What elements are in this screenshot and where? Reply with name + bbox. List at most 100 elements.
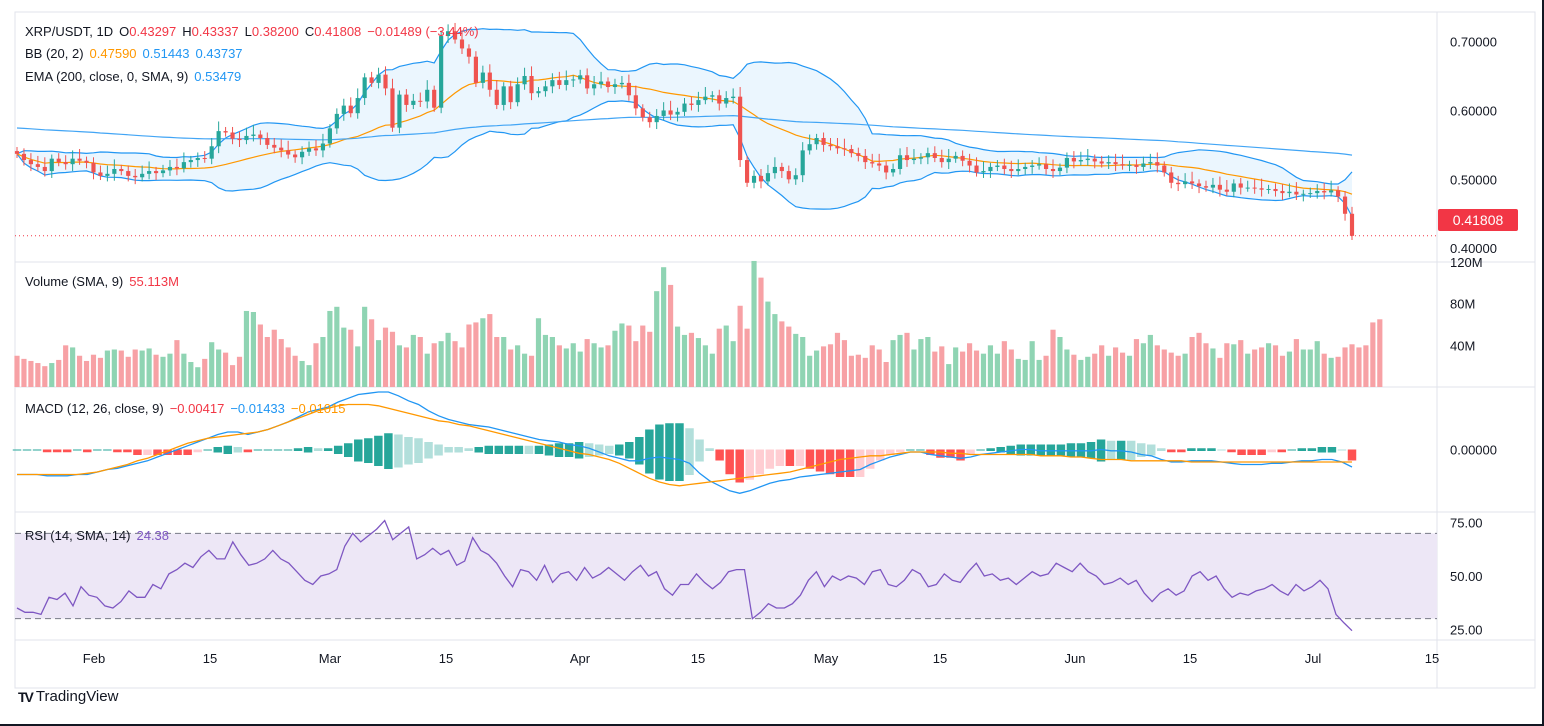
volume-bar bbox=[118, 350, 124, 387]
volume-bar bbox=[925, 337, 931, 387]
legend-rsi[interactable]: RSI (14, SMA, 14) 24.38 bbox=[25, 528, 175, 544]
time-tick-label: 15 bbox=[439, 651, 453, 666]
volume-bar bbox=[779, 321, 785, 387]
volume-bar bbox=[1272, 345, 1279, 387]
close-value: 0.41808 bbox=[314, 24, 362, 39]
legend-macd[interactable]: MACD (12, 26, close, 9) −0.00417 −0.01433−… bbox=[25, 401, 352, 417]
candle-body bbox=[230, 132, 235, 139]
volume-bar bbox=[1203, 343, 1209, 387]
volume-bar bbox=[528, 355, 535, 387]
volume-bar bbox=[1022, 359, 1028, 387]
close-label: C bbox=[304, 24, 315, 39]
volume-bar bbox=[355, 346, 361, 387]
volume-bar bbox=[1001, 341, 1007, 387]
candle-body bbox=[543, 86, 548, 92]
volume-bar bbox=[897, 334, 903, 387]
volume-bar bbox=[1224, 343, 1230, 387]
candle-body bbox=[619, 82, 625, 85]
symbol-label[interactable]: XRP/USDT, 1D bbox=[25, 24, 114, 39]
candle-body bbox=[334, 113, 339, 129]
tradingview-logo[interactable]: TV TradingView bbox=[18, 688, 118, 705]
macd-histogram-bar bbox=[514, 445, 524, 454]
candle-body bbox=[1127, 164, 1132, 166]
time-tick-label: Feb bbox=[83, 651, 105, 666]
volume-bar bbox=[966, 343, 973, 387]
tradingview-logo-icon: TV bbox=[18, 688, 34, 705]
macd-histogram-bar bbox=[72, 449, 82, 451]
candle-body bbox=[494, 89, 499, 105]
volume-bar bbox=[494, 337, 500, 387]
volume-bar bbox=[932, 351, 938, 387]
macd-histogram-bar bbox=[253, 449, 263, 451]
macd-histogram-bar bbox=[22, 449, 32, 451]
volume-bar bbox=[848, 355, 854, 387]
macd-histogram-bar bbox=[163, 449, 172, 455]
volume-bar bbox=[946, 364, 952, 387]
candle-body bbox=[28, 160, 33, 165]
volume-bar bbox=[76, 355, 83, 387]
candle-body bbox=[112, 169, 117, 174]
volume-bar bbox=[382, 327, 389, 387]
legend-bb[interactable]: BB (20, 2) 0.47590 0.51443 0.43737 bbox=[25, 46, 249, 62]
macd-histogram-bar bbox=[584, 443, 594, 457]
time-tick-label: 15 bbox=[1183, 651, 1197, 666]
legend-volume[interactable]: Volume (SMA, 9) 55.113M bbox=[25, 274, 185, 290]
volume-bar bbox=[49, 363, 55, 387]
candle-body bbox=[1120, 164, 1125, 166]
candle-body bbox=[299, 151, 305, 158]
macd-histogram-bar bbox=[745, 449, 754, 480]
candle-body bbox=[1085, 158, 1090, 161]
volume-bar bbox=[619, 323, 625, 387]
volume-bar bbox=[223, 352, 229, 387]
volume-bar bbox=[591, 343, 597, 387]
volume-bar bbox=[132, 349, 138, 387]
volume-bar bbox=[730, 341, 736, 387]
open-value: 0.43297 bbox=[129, 24, 177, 39]
macd-histogram-bar bbox=[615, 444, 624, 456]
candle-body bbox=[904, 155, 910, 161]
macd-histogram-bar bbox=[524, 445, 534, 454]
volume-bar bbox=[702, 345, 708, 387]
volume-bar bbox=[480, 318, 486, 387]
volume-bar bbox=[348, 329, 354, 387]
volume-bar bbox=[765, 301, 771, 387]
time-tick-label: Jul bbox=[1305, 651, 1322, 666]
low-value: 0.38200 bbox=[251, 24, 299, 39]
volume-bar bbox=[285, 347, 291, 387]
volume-bar bbox=[35, 363, 41, 387]
candle-body bbox=[522, 76, 527, 85]
macd-histogram-bar bbox=[1287, 449, 1297, 451]
candle-body bbox=[828, 144, 833, 147]
candle-body bbox=[758, 175, 764, 182]
volume-bar bbox=[139, 350, 145, 387]
candle-body bbox=[279, 147, 284, 151]
legend-ema[interactable]: EMA (200, close, 0, SMA, 9) 0.53479 bbox=[25, 69, 247, 85]
volume-bar bbox=[70, 347, 76, 387]
candle-body bbox=[1308, 193, 1313, 195]
volume-bar bbox=[97, 357, 104, 387]
volume-bar bbox=[125, 356, 131, 387]
candle-body bbox=[1224, 189, 1229, 192]
macd-histogram-bar bbox=[1167, 449, 1176, 453]
volume-bar bbox=[1182, 353, 1188, 387]
candle-body bbox=[42, 166, 47, 172]
candle-body bbox=[612, 84, 618, 88]
volume-bar bbox=[1029, 341, 1035, 387]
volume-bar bbox=[515, 345, 521, 387]
volume-bar bbox=[1259, 347, 1265, 387]
volume-tick-label: 120M bbox=[1450, 255, 1483, 270]
volume-bar bbox=[1071, 354, 1077, 387]
volume-bar bbox=[369, 319, 375, 387]
volume-bar bbox=[904, 332, 910, 387]
candle-body bbox=[174, 166, 180, 169]
volume-bar bbox=[1057, 337, 1063, 387]
candle-body bbox=[995, 165, 1000, 167]
candle-body bbox=[960, 155, 965, 161]
candle-body bbox=[459, 39, 465, 49]
candle-body bbox=[1169, 172, 1174, 183]
volume-bar bbox=[605, 345, 611, 387]
macd-histogram-bar bbox=[143, 449, 152, 455]
volume-bar bbox=[334, 306, 340, 387]
time-tick-label: Apr bbox=[570, 651, 591, 666]
